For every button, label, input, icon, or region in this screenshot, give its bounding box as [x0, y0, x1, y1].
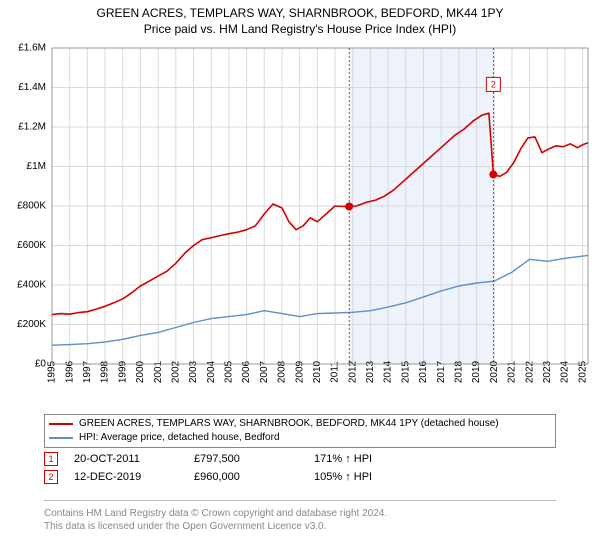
svg-text:£800K: £800K	[17, 201, 46, 212]
legend-item: GREEN ACRES, TEMPLARS WAY, SHARNBROOK, B…	[49, 417, 551, 431]
chart-title-line1: GREEN ACRES, TEMPLARS WAY, SHARNBROOK, B…	[0, 6, 600, 22]
marker-table: 1 20-OCT-2011 £797,500 171% ↑ HPI 2 12-D…	[44, 452, 556, 488]
svg-text:£600K: £600K	[17, 240, 46, 251]
svg-text:£200K: £200K	[17, 319, 46, 330]
legend-swatch	[49, 437, 73, 439]
legend: GREEN ACRES, TEMPLARS WAY, SHARNBROOK, B…	[44, 414, 556, 448]
svg-text:£400K: £400K	[17, 280, 46, 291]
marker-hpi: 171% ↑ HPI	[314, 453, 434, 465]
marker-price: £960,000	[194, 471, 314, 483]
svg-text:£1.6M: £1.6M	[18, 43, 46, 54]
marker-badge: 1	[44, 452, 58, 466]
chart-title-line2: Price paid vs. HM Land Registry's House …	[0, 22, 600, 38]
legend-swatch	[49, 423, 73, 425]
svg-text:2: 2	[491, 79, 496, 89]
footer-line2: This data is licensed under the Open Gov…	[44, 520, 556, 533]
marker-price: £797,500	[194, 453, 314, 465]
svg-text:£1.4M: £1.4M	[18, 82, 46, 93]
svg-text:£0: £0	[35, 359, 47, 370]
legend-item: HPI: Average price, detached house, Bedf…	[49, 431, 551, 445]
footer: Contains HM Land Registry data © Crown c…	[44, 500, 556, 533]
svg-text:£1.2M: £1.2M	[18, 122, 46, 133]
marker-row: 2 12-DEC-2019 £960,000 105% ↑ HPI	[44, 470, 556, 484]
svg-text:£1M: £1M	[27, 161, 46, 172]
footer-line1: Contains HM Land Registry data © Crown c…	[44, 507, 556, 520]
marker-badge: 2	[44, 470, 58, 484]
marker-row: 1 20-OCT-2011 £797,500 171% ↑ HPI	[44, 452, 556, 466]
marker-date: 12-DEC-2019	[74, 471, 194, 483]
marker-date: 20-OCT-2011	[74, 453, 194, 465]
marker-hpi: 105% ↑ HPI	[314, 471, 434, 483]
legend-label: HPI: Average price, detached house, Bedf…	[79, 431, 280, 445]
legend-label: GREEN ACRES, TEMPLARS WAY, SHARNBROOK, B…	[79, 417, 499, 431]
line-chart: £0 £200K £400K £600K £800K £1M £1.2M £1.4M £1.6M…	[0, 40, 600, 410]
